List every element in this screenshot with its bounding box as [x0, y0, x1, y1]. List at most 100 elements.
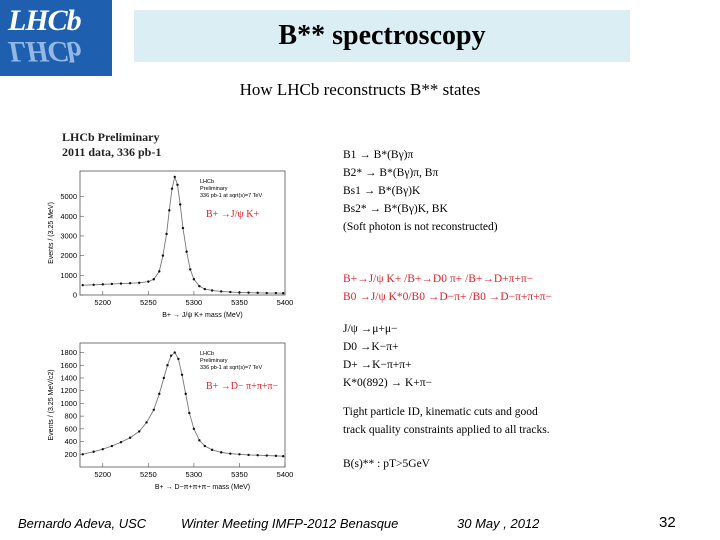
x-tick-label: 5300 [186, 298, 203, 307]
data-point [192, 278, 196, 281]
channels-item: B+→J/ψ K+ /B+→D0 π+ /B+→D+π+π− [343, 273, 534, 285]
data-point [210, 289, 214, 292]
x-tick-label: 5200 [94, 298, 111, 307]
y-tick-label: 1000 [60, 271, 77, 280]
data-point [188, 411, 191, 415]
data-point [256, 291, 259, 295]
preliminary-label: LHCb Preliminary [62, 130, 160, 144]
data-point [184, 392, 187, 396]
data-point [198, 284, 201, 288]
data-point [274, 291, 278, 295]
data-point [119, 441, 123, 444]
data-point [265, 291, 268, 295]
legend-text: LHCb [200, 351, 214, 357]
data-point [173, 175, 176, 179]
x-tick-label: 5250 [140, 470, 157, 479]
data-point [166, 364, 169, 367]
notes: Tight particle ID, kinematic cuts and go… [343, 403, 550, 439]
y-tick-label: 4000 [60, 212, 77, 221]
data-point [189, 268, 192, 271]
data-point [220, 451, 223, 454]
chart-top: 5200 5250 5300 5350 5400 0 1000 2000 3000 4000 500… [40, 165, 295, 325]
data-point [145, 421, 148, 424]
data-point [138, 430, 141, 433]
decays-item: B1 → B*(Bγ)π [343, 149, 414, 161]
footer-author: Bernardo Adeva, USC [18, 516, 147, 531]
x-tick-label: 5350 [231, 298, 248, 307]
data-point [169, 354, 173, 357]
data-point [92, 450, 95, 453]
y-tick-label: 1800 [60, 348, 77, 357]
data-point [81, 453, 84, 456]
data-point [181, 226, 185, 230]
data-point [229, 290, 232, 294]
decays-item: Bs1 → B*(Bγ)K [343, 185, 421, 197]
chart-top-svg: 5200 5250 5300 5350 5400 0 1000 2000 3000 4000 500… [48, 170, 294, 319]
x-tick-label: 5350 [231, 470, 248, 479]
data-point [147, 280, 150, 283]
daughters-item: J/ψ →μ+μ− [343, 323, 398, 335]
data-point [158, 392, 161, 396]
data-point [185, 250, 188, 253]
y-tick-label: 2000 [60, 251, 77, 260]
data-point [165, 232, 168, 236]
decay-list: B1 → B*(Bγ)π B2* → B*(Bγ)π, Bπ Bs1 → B*(Bγ… [343, 146, 498, 236]
dataset-label: 2011 data, 336 pb-1 [62, 145, 162, 159]
data-point [152, 278, 155, 281]
data-point [179, 203, 182, 206]
chart-bottom-svg: 5200 5250 5300 5350 5400 200 400 600 800 1000 1200… [48, 342, 294, 491]
y-tick-label: 1400 [60, 373, 77, 382]
lhcb-logo: LHCb LHCb [0, 0, 112, 76]
data-point [247, 453, 250, 457]
data-point [281, 454, 285, 458]
data-point [128, 436, 132, 439]
legend-text: 336 pb-1 at sqrt(s)=7 TeV [200, 365, 262, 371]
data-point [192, 427, 196, 431]
y-tick-label: 3000 [60, 231, 77, 240]
legend-text: 336 pb-1 at sqrt(s)=7 TeV [200, 193, 262, 199]
legend-text: Preliminary [200, 186, 228, 192]
data-point [229, 452, 232, 455]
y-axis-label: Events / (3.25 MeV) [48, 202, 55, 264]
decay-annotation: B+ →D− π+π+π− [206, 381, 279, 392]
x-tick-label: 5400 [277, 298, 294, 307]
x-tick-label: 5200 [94, 470, 111, 479]
x-tick-label: 5300 [186, 470, 203, 479]
data-point [210, 448, 214, 452]
y-tick-label: 400 [64, 437, 77, 446]
daughters-item: D+ →K−π+π+ [343, 359, 412, 371]
data-point [198, 439, 201, 442]
logo-text-reflection: LHCb [8, 35, 81, 68]
channels-item: B0 →J/ψ K*0/B0 →D−π+ /B0 →D−π+π+π− [343, 291, 552, 303]
fit-curve [82, 175, 284, 294]
x-tick-label: 5400 [277, 470, 294, 479]
plot-frame [79, 170, 286, 296]
data-point [161, 254, 165, 257]
chart-bottom: 5200 5250 5300 5350 5400 200 400 600 800 1000 1200… [40, 337, 295, 497]
data-point [152, 408, 155, 411]
data-point [110, 282, 114, 286]
y-tick-label: 600 [64, 424, 77, 433]
data-point [138, 281, 141, 284]
channel-list: B+→J/ψ K+ /B+→D0 π+ /B+→D+π+π− B0 →J/ψ K*… [343, 270, 552, 306]
y-tick-label: 1000 [60, 399, 77, 408]
data-point [256, 454, 259, 457]
slide-subtitle: How LHCb reconstructs B** states [239, 80, 481, 99]
data-point [281, 292, 285, 295]
plot-frame [79, 342, 286, 468]
page-title: B** spectroscopy [278, 20, 486, 51]
decay-annotation: B+ →J/ψ K+ [206, 209, 259, 220]
footer-meeting: Winter Meeting IMFP-2012 Benasque [181, 516, 399, 531]
data-point [176, 183, 179, 186]
legend-text: LHCb [200, 179, 214, 185]
data-point [220, 290, 223, 293]
data-point [238, 291, 241, 294]
y-tick-label: 200 [64, 450, 77, 459]
y-axis-label: Events / (3.25 MeV/c2) [48, 369, 55, 440]
data-point [177, 357, 180, 361]
figure-caption: LHCb Preliminary 2011 data, 336 pb-1 [62, 130, 161, 160]
daughter-list: J/ψ →μ+μ− D0 →K−π+ D+ →K−π+π+ K*0(892) → K+… [343, 320, 432, 392]
y-tick-label: 800 [64, 412, 77, 421]
data-point [128, 281, 132, 285]
x-axis-label: B+ → J/ψ K+ mass (MeV) [162, 312, 242, 319]
